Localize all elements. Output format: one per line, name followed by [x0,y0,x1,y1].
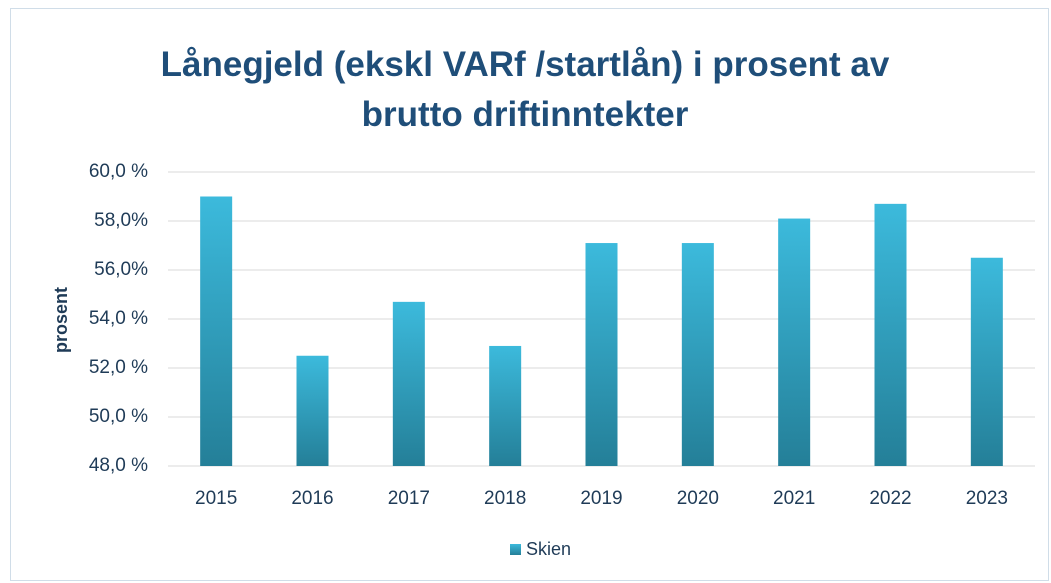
x-tick-label: 2015 [195,488,237,509]
y-axis-label: prosent [51,287,71,353]
x-tick-label: 2019 [580,488,622,509]
bar [585,243,618,466]
x-tick-label: 2016 [291,488,333,509]
y-tick-label: 58,0% [94,210,148,231]
chart-frame [10,8,1049,581]
chart-title: Lånegjeld (ekskl VARf /startlån) i prose… [160,45,890,134]
x-tick-label: 2021 [773,488,815,509]
y-tick-label: 52,0 % [89,357,148,378]
y-tick-label: 56,0% [94,259,148,280]
legend-label: Skien [526,539,571,559]
bar [392,301,425,466]
y-tick-label: 54,0 % [89,308,148,329]
x-tick-label: 2022 [869,488,911,509]
y-tick-label: 48,0 % [89,455,148,476]
bar [970,257,1003,466]
bar [874,203,907,466]
bar [200,196,233,466]
x-tick-label: 2023 [966,488,1008,509]
bar [489,345,522,466]
x-tick-label: 2017 [388,488,430,509]
y-tick-label: 50,0 % [89,406,148,427]
x-tick-label: 2020 [677,488,719,509]
bar [778,218,811,466]
bar [296,355,329,466]
x-tick-label: 2018 [484,488,526,509]
bar [681,243,714,466]
legend-swatch [510,544,521,555]
y-tick-label: 60,0 % [89,161,148,182]
